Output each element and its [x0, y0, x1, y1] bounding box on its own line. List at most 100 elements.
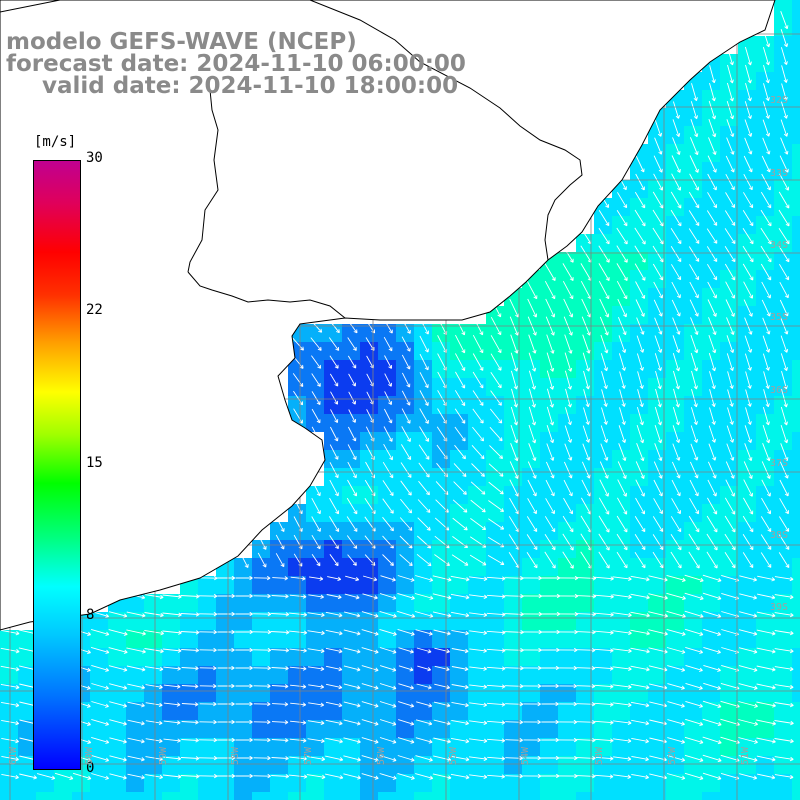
wind-arrow — [724, 263, 736, 281]
wind-arrow — [635, 155, 645, 173]
wind-arrow — [742, 534, 754, 551]
wind-speed-cell — [234, 702, 252, 720]
wind-speed-cell — [54, 774, 72, 792]
wind-arrow — [452, 517, 468, 531]
wind-arrow — [235, 773, 253, 779]
wind-arrow — [778, 191, 790, 209]
wind-speed-cell — [612, 252, 630, 270]
wind-arrow — [744, 353, 752, 371]
wind-arrow — [634, 516, 646, 533]
wind-arrow — [745, 64, 752, 84]
wind-speed-cell — [576, 630, 594, 648]
wind-arrow — [756, 737, 776, 744]
wind-arrow — [310, 337, 322, 351]
wind-speed-cell — [396, 720, 414, 738]
wind-arrow — [671, 173, 682, 191]
wind-speed-cell — [486, 486, 504, 504]
wind-speed-cell — [792, 738, 800, 756]
wind-arrow — [433, 719, 451, 726]
wind-arrow — [505, 720, 524, 725]
wind-arrow — [252, 629, 272, 635]
wind-speed-cell — [774, 720, 792, 738]
wind-arrow — [325, 629, 343, 636]
wind-speed-cell — [162, 612, 180, 630]
wind-speed-cell — [216, 774, 234, 792]
wind-arrow — [180, 756, 200, 761]
wind-speed-cell — [522, 612, 540, 630]
wind-arrow — [743, 155, 753, 173]
wind-speed-cell — [738, 504, 756, 522]
wind-speed-cell — [756, 540, 774, 558]
wind-speed-cell — [684, 396, 702, 414]
wind-speed-cell — [108, 792, 126, 800]
wind-speed-cell — [126, 612, 144, 630]
wind-speed-cell — [450, 468, 468, 486]
wind-speed-cell — [630, 792, 648, 800]
wind-arrow — [576, 648, 596, 653]
wind-speed-cell — [198, 630, 216, 648]
wind-speed-cell — [594, 414, 612, 432]
wind-speed-cell — [324, 342, 342, 360]
wind-arrow — [487, 555, 505, 566]
wind-speed-cell — [774, 342, 792, 360]
wind-speed-cell — [108, 630, 126, 648]
wind-speed-cell — [540, 558, 558, 576]
wind-arrow — [346, 535, 358, 549]
wind-speed-cell — [576, 486, 594, 504]
wind-arrow — [702, 700, 722, 709]
wind-speed-cell — [702, 288, 720, 306]
wind-speed-cell — [630, 450, 648, 468]
wind-arrow — [690, 425, 699, 443]
wind-arrow — [703, 610, 722, 619]
wind-speed-cell — [540, 360, 558, 378]
wind-arrow — [510, 334, 519, 354]
wind-arrow — [634, 245, 646, 263]
wind-speed-cell — [648, 378, 666, 396]
wind-arrow — [671, 264, 682, 281]
wind-speed-cell — [720, 612, 738, 630]
wind-arrow — [289, 630, 308, 635]
wind-speed-cell — [738, 234, 756, 252]
wind-arrow — [329, 497, 340, 515]
wind-speed-cell — [738, 198, 756, 216]
wind-arrow — [181, 666, 199, 671]
wind-speed-cell — [54, 792, 72, 800]
wind-speed-cell — [162, 738, 180, 756]
wind-arrow — [488, 481, 504, 495]
wind-speed-cell — [558, 684, 576, 702]
wind-speed-cell — [576, 252, 594, 270]
wind-speed-cell — [558, 630, 576, 648]
wind-arrow — [541, 755, 560, 761]
wind-arrow — [469, 720, 488, 726]
wind-arrow — [361, 737, 379, 744]
wind-arrow — [257, 552, 267, 568]
wind-arrow — [528, 334, 537, 354]
wind-speed-cell — [594, 666, 612, 684]
wind-arrow — [199, 665, 217, 671]
wind-speed-cell — [684, 738, 702, 756]
wind-arrow — [684, 736, 704, 745]
wind-speed-cell — [630, 684, 648, 702]
wind-arrow — [618, 353, 626, 371]
wind-speed-cell — [396, 630, 414, 648]
wind-arrow — [582, 352, 591, 372]
wind-speed-cell — [774, 666, 792, 684]
wind-arrow — [691, 388, 698, 408]
wind-speed-cell — [126, 666, 144, 684]
wind-speed-cell — [648, 666, 666, 684]
wind-speed-cell — [90, 630, 108, 648]
wind-speed-cell — [540, 792, 558, 800]
wind-arrow — [91, 718, 110, 726]
wind-arrow — [684, 772, 704, 781]
wind-speed-cell — [468, 756, 486, 774]
wind-speed-cell — [630, 720, 648, 738]
wind-speed-cell — [630, 324, 648, 342]
wind-speed-cell — [666, 126, 684, 144]
wind-speed-cell — [594, 648, 612, 666]
lat-label: 34S — [770, 240, 789, 251]
wind-speed-cell — [414, 378, 432, 396]
wind-speed-cell — [468, 468, 486, 486]
wind-arrow — [253, 647, 272, 653]
wind-speed-cell — [450, 666, 468, 684]
wind-speed-cell — [774, 594, 792, 612]
